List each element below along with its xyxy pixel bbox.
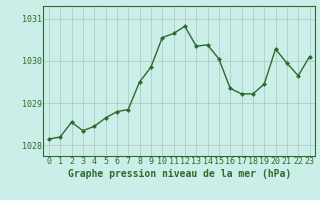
X-axis label: Graphe pression niveau de la mer (hPa): Graphe pression niveau de la mer (hPa) — [68, 169, 291, 179]
